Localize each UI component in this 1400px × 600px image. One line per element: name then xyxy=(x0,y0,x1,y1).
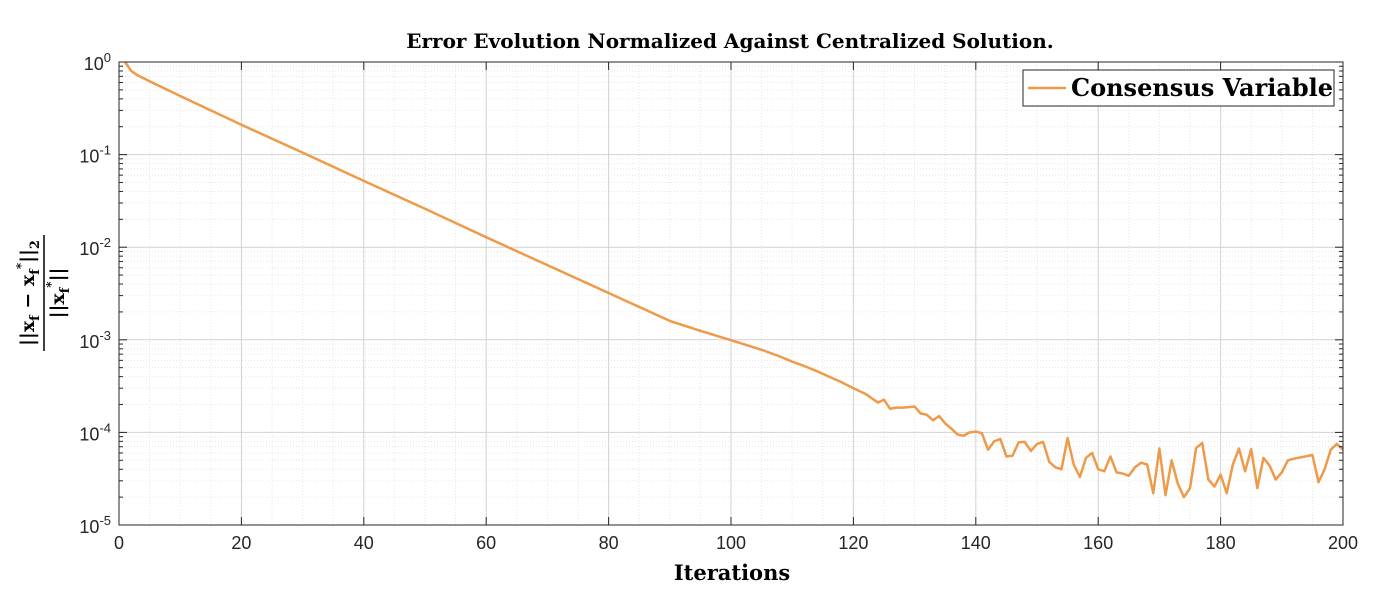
x-tick-label: 140 xyxy=(961,533,991,553)
tick-marks xyxy=(118,61,1344,526)
x-tick-label: 20 xyxy=(231,533,251,553)
y-tick-label: 10-4 xyxy=(79,420,111,444)
x-tick-label: 60 xyxy=(476,533,496,553)
x-tick-label: 160 xyxy=(1083,533,1113,553)
x-tick-label: 40 xyxy=(354,533,374,553)
series-layer xyxy=(124,61,1344,499)
chart-title: Error Evolution Normalized Against Centr… xyxy=(406,29,1054,53)
major-grid xyxy=(119,62,1343,525)
x-tick-label: 200 xyxy=(1328,533,1358,553)
x-tick-labels: 0 20 40 60 80 100 120 140 160 180 200 xyxy=(114,533,1358,553)
x-tick-label: 0 xyxy=(114,533,124,553)
legend-label: Consensus Variable xyxy=(1071,73,1333,102)
y-axis-label-numerator: ||xf − xf*||2 xyxy=(14,240,43,346)
legend: Consensus Variable xyxy=(1022,69,1335,107)
x-axis-label: Iterations xyxy=(674,560,790,585)
x-tick-label: 100 xyxy=(716,533,746,553)
x-tick-label: 120 xyxy=(838,533,868,553)
x-tick-label: 80 xyxy=(599,533,619,553)
legend-box xyxy=(1022,69,1335,107)
y-tick-label: 10-1 xyxy=(79,143,111,167)
y-tick-labels: 10-5 10-4 10-3 10-2 10-1 100 xyxy=(79,50,111,537)
y-tick-label: 10-3 xyxy=(79,328,111,352)
series-line-consensus-variable xyxy=(124,61,1344,499)
y-tick-label: 10-2 xyxy=(79,235,111,259)
y-tick-label: 100 xyxy=(84,50,111,74)
y-tick-label: 10-5 xyxy=(79,513,111,537)
x-tick-label: 180 xyxy=(1206,533,1236,553)
